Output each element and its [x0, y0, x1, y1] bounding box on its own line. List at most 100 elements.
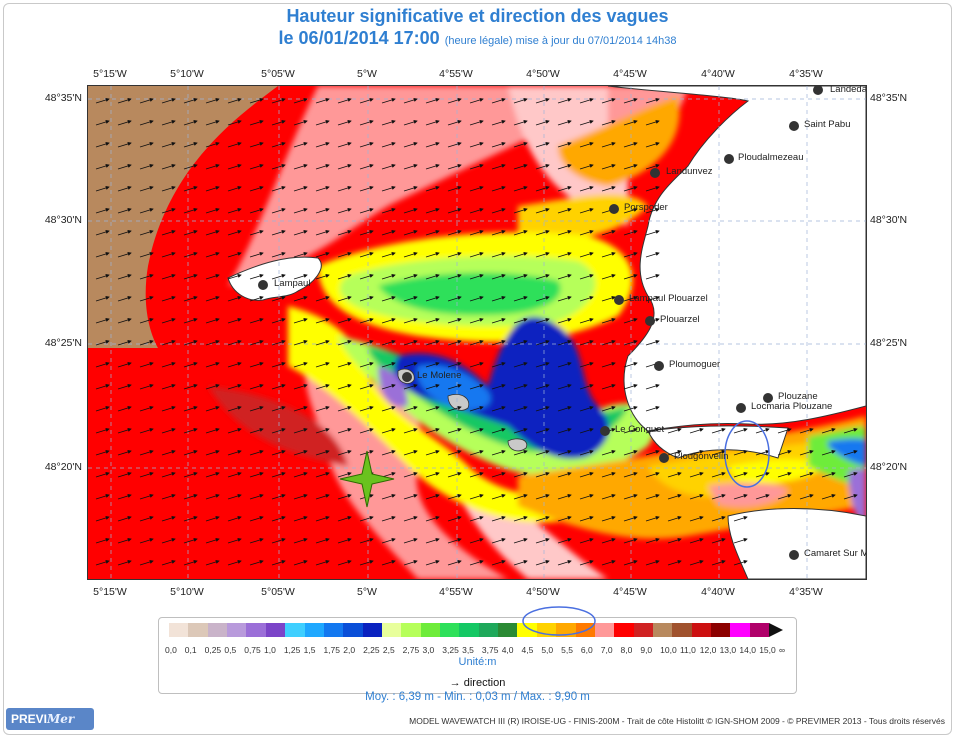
marker-plouarzel [645, 316, 655, 326]
direction-arrow-icon [359, 340, 374, 346]
direction-arrow-icon [469, 450, 484, 456]
color-bar-value: 3,5 [462, 645, 474, 655]
direction-arrow-icon [117, 208, 132, 214]
figure-frame [3, 3, 952, 735]
map-title: Hauteur significative et direction des v… [286, 6, 669, 26]
direction-arrow-icon [337, 120, 352, 126]
direction-arrow-icon [535, 494, 550, 500]
direction-arrow-icon [293, 296, 308, 302]
direction-arrow-icon [381, 186, 396, 192]
direction-arrow-icon [755, 494, 770, 500]
color-swatch [285, 623, 305, 637]
direction-arrow-icon [337, 296, 352, 302]
direction-arrow-icon [271, 296, 286, 302]
color-bar-value: 15,0 [759, 645, 776, 655]
color-bar-value: 0,25 [204, 645, 222, 655]
direction-arrow-icon [513, 494, 528, 500]
direction-arrow-icon [491, 450, 506, 456]
direction-arrow-icon [293, 340, 308, 346]
color-swatch [207, 623, 228, 637]
direction-arrow-icon [557, 494, 572, 500]
direction-arrow-icon [557, 252, 572, 258]
direction-arrow-icon [95, 428, 110, 434]
direction-arrow-icon [249, 340, 264, 346]
direction-arrow-icon [403, 472, 418, 478]
direction-arrow-icon [843, 428, 858, 434]
direction-arrow-icon [359, 208, 374, 214]
direction-arrow-icon [425, 98, 440, 104]
direction-arrow-icon [315, 428, 330, 434]
direction-arrow-icon [271, 164, 286, 170]
credit-line: MODEL WAVEWATCH III (R) IROISE-UG - FINI… [409, 716, 945, 726]
color-bar-value: 7,0 [600, 645, 613, 655]
direction-arrow-icon [315, 230, 330, 236]
lon-label-bottom: 4°50'W [526, 586, 560, 598]
direction-arrow-icon [337, 164, 352, 170]
direction-arrow-icon [183, 406, 198, 412]
color-bar-value: 10,0 [660, 645, 677, 655]
direction-arrow-icon [513, 274, 528, 280]
direction-arrow-icon [117, 142, 132, 148]
color-bar-value: 12,0 [699, 645, 717, 655]
direction-arrow-icon [667, 428, 682, 434]
direction-arrow-icon [139, 98, 154, 104]
direction-arrow-icon [579, 208, 594, 214]
direction-arrow-icon [645, 164, 660, 170]
direction-arrow-icon [403, 450, 418, 456]
direction-arrow-icon [667, 538, 682, 544]
direction-arrow-icon [601, 98, 616, 104]
color-swatch [169, 623, 189, 637]
direction-arrow-icon [227, 230, 242, 236]
direction-arrow-icon [227, 252, 242, 258]
direction-arrow-icon [183, 384, 198, 390]
direction-arrow-icon [315, 296, 330, 302]
place-markers [258, 86, 823, 560]
direction-arrow-icon [205, 186, 220, 192]
direction-arrow-icon [403, 142, 418, 148]
direction-arrow-icon [557, 230, 572, 236]
direction-arrow-icon [183, 494, 198, 500]
color-bar-value: 2,0 [343, 645, 356, 655]
direction-arrow-icon [579, 142, 594, 148]
previmer-logo: PREVIMer [6, 708, 94, 730]
direction-arrow-icon [645, 230, 660, 236]
marker-locmaria-plouzane [736, 403, 746, 413]
direction-arrow-icon [821, 428, 836, 434]
color-swatch [556, 623, 576, 637]
direction-arrow-icon [139, 494, 154, 500]
direction-arrow-icon [645, 142, 660, 148]
direction-arrow-icon [579, 318, 594, 324]
color-scale-legend: 0,0 0,1 0,25 0,5 0,75 1,0 1,25 1,5 1,75 2,0 2,25 2,… [158, 606, 797, 694]
direction-arrow-icon [403, 252, 418, 258]
direction-arrow-icon [315, 208, 330, 214]
color-swatch [517, 623, 537, 637]
direction-arrow-icon [535, 230, 550, 236]
direction-arrow-icon [689, 472, 704, 478]
direction-arrow-icon [469, 296, 484, 302]
direction-arrow-icon [469, 516, 484, 522]
place-label: Plouarzel [660, 314, 700, 325]
direction-arrow-icon [645, 98, 660, 104]
direction-arrow-icon [293, 538, 308, 544]
direction-arrow-icon [315, 252, 330, 258]
direction-arrow-icon [689, 494, 704, 500]
direction-arrow-icon [491, 274, 506, 280]
direction-arrow-icon [249, 318, 264, 324]
color-swatch [711, 623, 731, 637]
direction-arrow-icon [139, 164, 154, 170]
direction-arrow-icon [491, 296, 506, 302]
direction-arrow-icon [381, 428, 396, 434]
direction-arrow-icon [293, 494, 308, 500]
direction-arrow-icon [315, 186, 330, 192]
direction-arrow-icon [293, 252, 308, 258]
legend-unit: Unité:m [458, 656, 497, 668]
direction-arrow-icon [711, 472, 726, 478]
direction-arrow-icon [557, 538, 572, 544]
direction-arrow-icon [381, 230, 396, 236]
color-bar-value: 2,5 [382, 645, 395, 655]
direction-arrow-icon [623, 384, 638, 390]
direction-arrow-icon [183, 472, 198, 478]
direction-arrow-icon [645, 340, 660, 346]
direction-arrow-icon [95, 560, 110, 566]
direction-arrow-icon [645, 296, 660, 302]
